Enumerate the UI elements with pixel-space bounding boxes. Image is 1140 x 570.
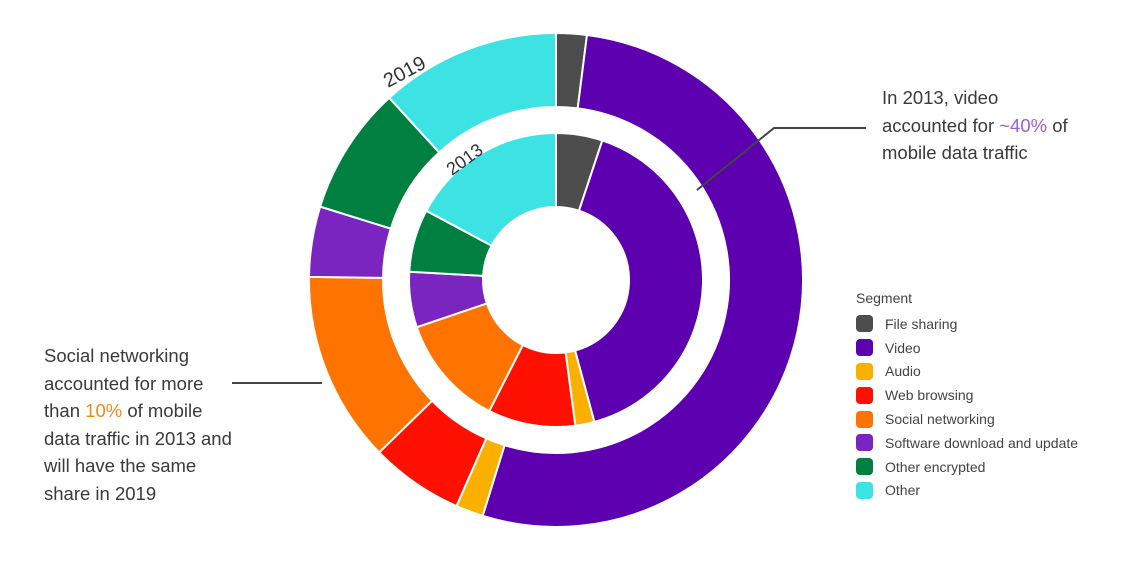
legend-item: Video — [856, 336, 1078, 360]
annotation-text: Social networking accounted for more tha… — [44, 345, 204, 421]
annotation-highlight: 10% — [85, 400, 123, 421]
legend-item: Social networking — [856, 407, 1078, 431]
legend-item: File sharing — [856, 312, 1078, 336]
annotation-video-2013: In 2013, video accounted for ~40% of mob… — [882, 84, 1082, 167]
segment-2019-other — [387, 31, 557, 154]
legend-swatch — [856, 315, 873, 333]
annotation-highlight: ~40% — [999, 114, 1048, 136]
segment-2019-video — [481, 33, 804, 528]
annotation-text: of mobile data traffic in 2013 and will … — [44, 400, 232, 504]
legend-item: Other — [856, 479, 1078, 503]
legend-label: Video — [885, 339, 921, 356]
legend-swatch — [856, 458, 873, 476]
legend-swatch — [856, 434, 873, 452]
leader-line-video — [696, 127, 866, 191]
legend-item: Software download and update — [856, 431, 1078, 455]
legend-swatch — [856, 339, 873, 357]
annotation-text: of mobile data traffic — [882, 114, 1068, 164]
legend-swatch — [856, 386, 873, 404]
segment-2013-other — [424, 131, 557, 247]
legend-swatch — [856, 362, 873, 380]
segment-2013-video — [573, 139, 704, 424]
legend-label: File sharing — [885, 315, 958, 332]
legend-swatch — [856, 481, 873, 499]
legend-label: Web browsing — [885, 387, 974, 404]
legend-title: Segment — [856, 290, 913, 306]
legend-label: Other — [885, 482, 921, 499]
legend-item: Audio — [856, 360, 1078, 384]
legend: Segment File sharing Video Audio Web browsi… — [856, 290, 1078, 502]
donut-rings — [308, 31, 804, 528]
legend-label: Other encrypted — [885, 458, 986, 475]
legend-label: Audio — [885, 363, 921, 380]
annotation-text: In 2013, video accounted for — [882, 87, 1000, 136]
annotation-social-networking: Social networking accounted for more tha… — [44, 342, 234, 507]
legend-item: Web browsing — [856, 383, 1078, 407]
legend-item: Other encrypted — [856, 455, 1078, 479]
legend-label: Social networking — [885, 411, 995, 428]
legend-label: Software download and update — [885, 434, 1079, 451]
legend-swatch — [856, 410, 873, 428]
